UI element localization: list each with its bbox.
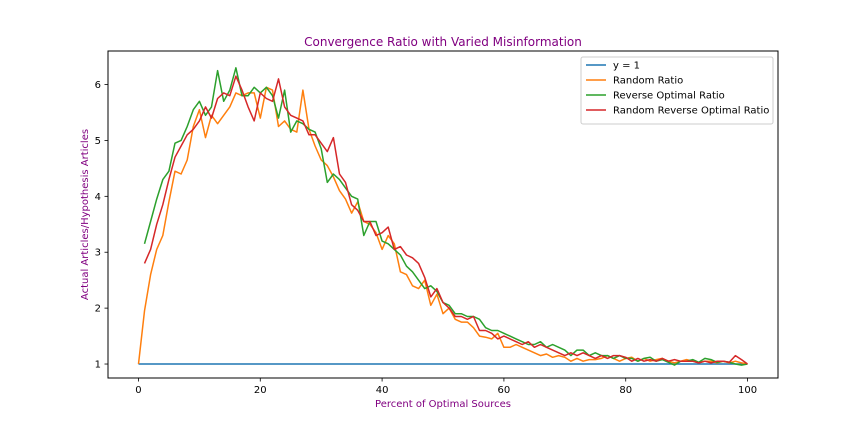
y-tick-label: 6	[95, 80, 101, 91]
plot-lines	[137, 67, 748, 366]
legend-box	[580, 56, 774, 125]
x-tick-label: 60	[498, 385, 511, 396]
x-tick-label: 80	[619, 385, 632, 396]
series-line-random-reverse-optimal-ratio	[143, 75, 748, 365]
y-tick-label: 5	[95, 136, 101, 147]
series-line-random-ratio	[137, 86, 748, 365]
x-axis-label: Percent of Optimal Sources	[375, 399, 511, 410]
x-tick-label: 20	[254, 385, 267, 396]
y-tick-label: 2	[95, 304, 101, 315]
x-axis: 0 20 40 60 80 100	[135, 378, 757, 396]
legend-label: Reverse Optimal Ratio	[613, 91, 725, 102]
y-tick-label: 3	[95, 248, 101, 259]
series-line-reverse-optimal-ratio	[143, 67, 748, 366]
chart-title: Convergence Ratio with Varied Misinforma…	[304, 35, 582, 49]
y-tick-label: 1	[95, 360, 101, 371]
x-tick-label: 0	[135, 385, 141, 396]
legend: y = 1 Random Ratio Reverse Optimal Ratio Ra…	[580, 56, 774, 125]
x-tick-label: 40	[376, 385, 389, 396]
legend-label: y = 1	[613, 61, 640, 72]
y-axis: 1 2 3 4 5 6	[95, 80, 108, 371]
y-tick-label: 4	[95, 192, 101, 203]
legend-label: Random Reverse Optimal Ratio	[613, 106, 769, 117]
x-tick-label: 100	[738, 385, 757, 396]
y-axis-label: Actual Articles/Hypothesis Articles	[80, 129, 91, 300]
plot-frame	[107, 50, 779, 379]
legend-label: Random Ratio	[613, 76, 683, 87]
